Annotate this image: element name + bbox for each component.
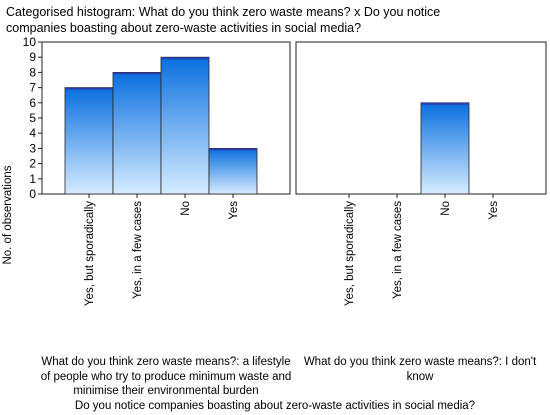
y-axis-label: No. of observations bbox=[2, 165, 14, 264]
y-tick-label-7: 7 bbox=[29, 81, 36, 95]
x-tick-label-1-4: Yes bbox=[228, 201, 240, 220]
y-tick-label-1: 1 bbox=[29, 172, 36, 186]
y-tick-label-5: 5 bbox=[29, 111, 36, 125]
y-tick-label-9: 9 bbox=[29, 50, 36, 64]
panel-label-right: What do you think zero waste means?: I d… bbox=[303, 356, 537, 383]
x-tick-label-1-3: No bbox=[180, 201, 192, 216]
x-tick-label-2-1: Yes, but sporadically bbox=[344, 201, 356, 306]
x-tick-label-2-3: No bbox=[440, 201, 452, 216]
bar-1-2 bbox=[112, 72, 162, 195]
y-tick-label-3: 3 bbox=[29, 141, 36, 155]
y-tick-label-10: 10 bbox=[23, 35, 37, 49]
panel-label-left: What do you think zero waste means?: a l… bbox=[40, 356, 292, 397]
bar-1-4 bbox=[208, 147, 258, 195]
x-tick-label-1-2: Yes, in a few cases bbox=[132, 201, 144, 299]
y-tick-label-2: 2 bbox=[29, 157, 36, 171]
bar-1-3 bbox=[160, 56, 210, 195]
bar-2-3 bbox=[420, 102, 470, 195]
x-axis-title: Do you notice companies boasting about z… bbox=[74, 400, 476, 412]
x-tick-label-2-4: Yes bbox=[488, 201, 500, 220]
y-tick-label-0: 0 bbox=[29, 187, 36, 201]
chart-title: Categorised histogram: What do you think… bbox=[6, 5, 441, 35]
y-tick-label-4: 4 bbox=[29, 126, 36, 140]
x-tick-label-1-1: Yes, but sporadically bbox=[84, 201, 96, 306]
y-tick-label-8: 8 bbox=[29, 65, 36, 79]
bar-1-1 bbox=[64, 87, 114, 195]
y-tick-label-6: 6 bbox=[29, 96, 36, 110]
x-tick-label-2-2: Yes, in a few cases bbox=[392, 201, 404, 299]
